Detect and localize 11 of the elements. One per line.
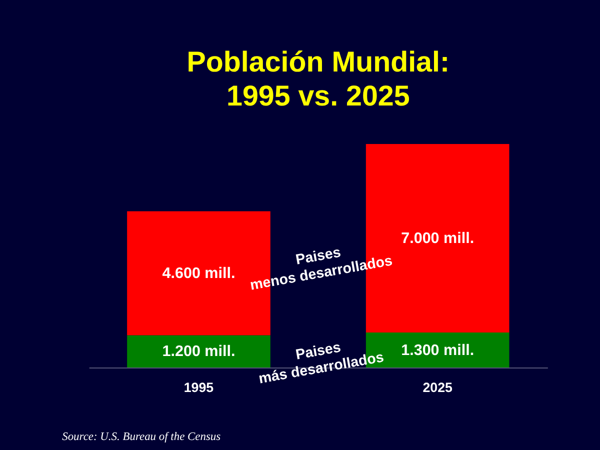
text: Paises más desarrollados [258,340,386,388]
data-label: 1.300 mill. [401,342,474,359]
data-label: 4.600 mill. [162,265,236,282]
text: Paises menos desarrollados [248,244,394,294]
data-label: 7.000 mill. [401,230,474,248]
chart-title: Población Mundial: 1995 vs. 2025 [186,46,450,113]
data-label: 1.200 mill. [162,343,236,360]
x-tick-label: 2025 [422,380,453,395]
source-note: Source: U.S. Bureau of the Census [62,431,222,444]
x-tick-label: 1995 [184,380,214,395]
bar [127,335,270,368]
